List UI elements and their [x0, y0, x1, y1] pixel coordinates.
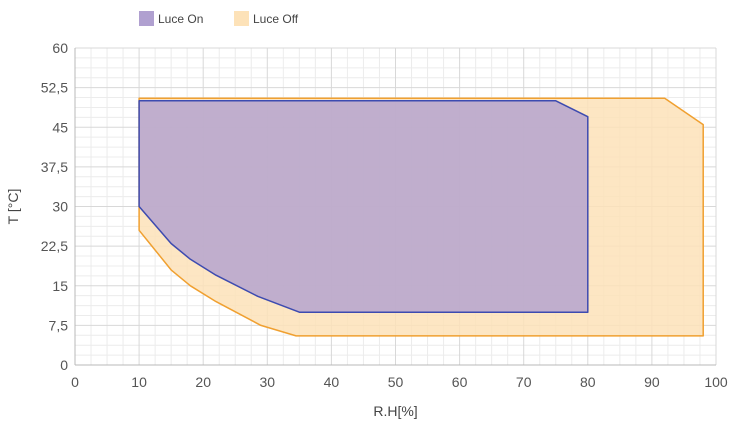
x-tick-label: 70: [516, 374, 532, 390]
y-tick-label: 7,5: [49, 317, 69, 333]
x-tick-label: 20: [195, 374, 211, 390]
series-area-luce-on: [138, 100, 589, 313]
y-tick-label: 0: [60, 357, 68, 373]
legend: Luce On Luce Off: [139, 11, 299, 26]
series-layer: [138, 97, 704, 337]
x-tick-label: 100: [704, 374, 728, 390]
x-tick-label: 50: [388, 374, 404, 390]
x-axis-title: R.H[%]: [373, 403, 417, 419]
legend-swatch-luce-off: [234, 11, 249, 26]
legend-label-luce-on: Luce On: [158, 12, 203, 26]
y-tick-label: 22,5: [41, 238, 68, 254]
y-tick-label: 52,5: [41, 80, 68, 96]
x-tick-label: 30: [260, 374, 276, 390]
x-tick-label: 60: [452, 374, 468, 390]
y-tick-label: 15: [52, 278, 68, 294]
x-tick-label: 90: [644, 374, 660, 390]
x-tick-label: 80: [580, 374, 596, 390]
y-tick-label: 60: [52, 40, 68, 56]
y-axis-title: T [°C]: [5, 189, 21, 225]
x-axis-ticks: 0 10 20 30 40 50 60 70 80 90 100: [71, 374, 728, 390]
legend-swatch-luce-on: [139, 11, 154, 26]
y-tick-label: 30: [52, 199, 68, 215]
y-axis-ticks: 0 7,5 15 22,5 30 37,5 45 52,5 60: [41, 40, 68, 373]
legend-label-luce-off: Luce Off: [253, 12, 299, 26]
x-tick-label: 40: [324, 374, 340, 390]
x-tick-label: 10: [131, 374, 147, 390]
y-tick-label: 45: [52, 119, 68, 135]
y-tick-label: 37,5: [41, 159, 68, 175]
x-tick-label: 0: [71, 374, 79, 390]
